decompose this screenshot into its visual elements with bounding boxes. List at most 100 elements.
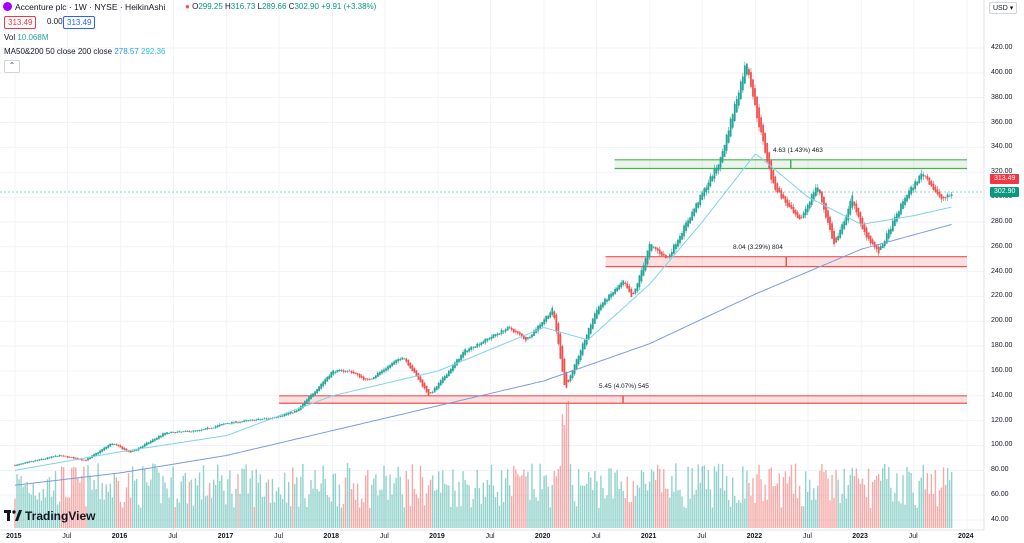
tradingview-logo[interactable]: TradingView xyxy=(4,509,95,523)
candle-body xyxy=(898,211,900,218)
candle-body xyxy=(510,327,513,330)
candle-body xyxy=(334,372,337,373)
candle-body xyxy=(399,358,402,361)
volume-bar xyxy=(731,477,734,528)
volume-bar xyxy=(744,498,746,528)
volume-bar xyxy=(435,489,438,528)
volume-bar xyxy=(115,477,118,528)
candle-body xyxy=(437,382,440,389)
candle-body xyxy=(83,459,85,461)
volume-bar xyxy=(20,476,22,528)
volume-bar xyxy=(474,487,476,528)
candle-body xyxy=(685,222,687,231)
volume-bar xyxy=(596,481,598,528)
candle-body xyxy=(679,236,681,244)
volume-bar xyxy=(42,488,45,528)
sell-price-chip[interactable]: 313.49 xyxy=(4,16,37,29)
volume-bar xyxy=(259,474,262,528)
volume-bar xyxy=(756,474,758,528)
candle-body xyxy=(875,244,878,250)
volume-bar xyxy=(322,465,324,528)
candle-body xyxy=(316,389,318,394)
candle-body xyxy=(786,199,789,207)
spread-value: 0.00 xyxy=(47,17,63,26)
time-tick-label: 2022 xyxy=(746,533,763,540)
candle-body xyxy=(42,459,45,460)
volume-bar xyxy=(358,507,361,528)
ma-legend[interactable]: MA50&200 50 close 200 close 278.57 292.3… xyxy=(4,47,165,56)
candle-body xyxy=(855,203,858,213)
buy-price-chip[interactable]: 313.49 xyxy=(63,16,96,29)
volume-label: Vol xyxy=(4,33,16,42)
volume-bar xyxy=(873,479,876,528)
volume-bar xyxy=(882,468,884,528)
volume-bar xyxy=(137,504,140,528)
volume-bar xyxy=(99,499,101,528)
candle-body xyxy=(439,380,442,386)
candle-body xyxy=(318,386,321,392)
volume-bar xyxy=(892,501,894,528)
candle-body xyxy=(524,337,527,341)
chevron-up-icon[interactable]: ⌃ xyxy=(4,60,20,73)
volume-bar xyxy=(217,464,219,528)
volume-bar xyxy=(46,479,49,528)
candle-body xyxy=(587,327,590,340)
volume-bar xyxy=(186,503,189,528)
volume-bar xyxy=(940,487,943,528)
candle-body xyxy=(107,445,110,448)
candle-body xyxy=(24,462,27,464)
candle-body xyxy=(683,225,685,237)
candle-body xyxy=(188,431,191,433)
candle-body xyxy=(711,176,714,182)
volume-bar xyxy=(734,495,736,528)
candle-body xyxy=(614,289,617,294)
price-zones xyxy=(279,159,967,404)
candle-body xyxy=(816,187,819,192)
volume-bar xyxy=(482,482,485,528)
volume-bar xyxy=(500,470,503,528)
candle-body xyxy=(103,447,106,451)
candle-body xyxy=(664,254,667,259)
volume-bar xyxy=(399,476,401,528)
symbol-title[interactable]: Accenture plc · 1W · NYSE · HeikinAshi xyxy=(15,2,166,12)
candle-body xyxy=(555,314,558,332)
candle-body xyxy=(644,258,647,271)
volume-bar xyxy=(235,488,237,528)
volume-bar xyxy=(800,506,803,528)
volume-bar xyxy=(652,471,655,528)
volume-bar xyxy=(350,489,353,528)
volume-bar xyxy=(567,401,570,528)
candle-body xyxy=(243,420,245,422)
volume-bar xyxy=(871,481,874,528)
volume-bar xyxy=(498,505,501,528)
candle-body xyxy=(928,177,931,185)
candle-body xyxy=(741,76,744,91)
volume-bar xyxy=(379,489,381,528)
volume-bar xyxy=(247,493,249,528)
candle-body xyxy=(245,420,248,422)
candle-body xyxy=(849,201,852,215)
volume-bar xyxy=(811,499,813,528)
candle-body xyxy=(285,413,288,415)
candle-body xyxy=(109,443,112,447)
candle-body xyxy=(383,369,385,372)
candle-body xyxy=(95,452,97,456)
volume-bar xyxy=(614,472,616,528)
candle-body xyxy=(885,233,888,244)
volume-bar xyxy=(391,494,393,528)
volume-bar xyxy=(239,493,241,528)
volume-bar xyxy=(918,480,920,528)
candle-body xyxy=(486,338,489,341)
volume-bar xyxy=(545,475,547,528)
candle-body xyxy=(512,328,515,333)
candle-body xyxy=(618,285,621,290)
candle-body xyxy=(324,379,327,384)
volume-bar xyxy=(588,471,590,528)
candle-body xyxy=(52,456,55,458)
volume-bar xyxy=(103,499,105,528)
currency-selector[interactable]: USD ▾ xyxy=(989,2,1018,14)
volume-bar xyxy=(484,497,487,528)
candle-body xyxy=(695,203,698,213)
volume-bar xyxy=(54,471,57,528)
